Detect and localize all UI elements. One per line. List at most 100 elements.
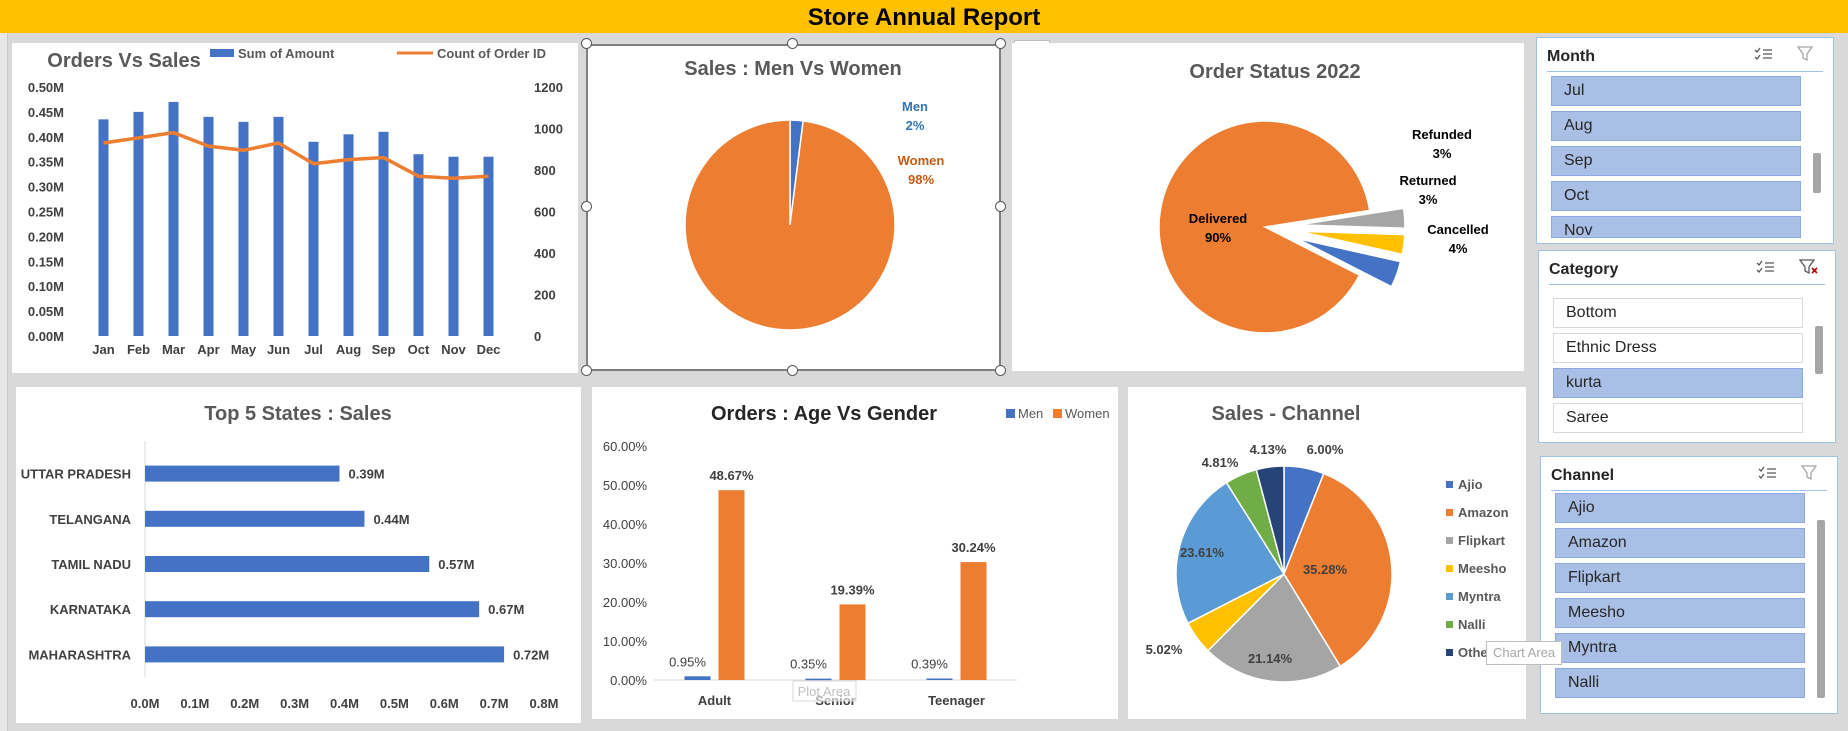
multi-select-icon[interactable] xyxy=(1755,259,1775,275)
plot-area-tooltip xyxy=(792,680,857,702)
x-tick-label: 0.4M xyxy=(330,696,359,711)
x-tick-label: 0.7M xyxy=(480,696,509,711)
resize-handle[interactable] xyxy=(995,201,1006,212)
legend-swatch xyxy=(1446,509,1453,516)
x-tick-label: Jul xyxy=(304,342,323,357)
chart-title: Order Status 2022 xyxy=(1189,61,1360,83)
resize-handle[interactable] xyxy=(787,365,798,376)
y-tick-label: 0.15M xyxy=(28,254,64,269)
clear-filter-icon[interactable] xyxy=(1801,465,1821,481)
y2-tick-label: 800 xyxy=(534,163,556,178)
legend-swatch xyxy=(1006,409,1015,418)
bar xyxy=(98,119,109,337)
data-label: 4.81% xyxy=(1202,455,1239,470)
slicer-item-sep[interactable]: Sep xyxy=(1551,146,1801,176)
order-status-chart[interactable]: Order Status 2022 Delivered 90% Refunded 3% R… xyxy=(1012,43,1524,371)
slicer-item-ajio[interactable]: Ajio xyxy=(1555,493,1805,523)
channel-slicer[interactable]: Channel Ajio Amazon Flipkart Meesho Myntra Na… xyxy=(1540,456,1838,714)
data-label: 5.02% xyxy=(1146,642,1183,657)
data-label: 0.67M xyxy=(488,602,524,617)
y-tick-label: 0.00M xyxy=(28,329,64,344)
multi-select-icon[interactable] xyxy=(1757,465,1777,481)
slicer-scrollbar[interactable] xyxy=(1817,520,1825,698)
slicer-item-saree[interactable]: Saree xyxy=(1553,403,1803,433)
month-slicer[interactable]: Month Jul Aug Sep Oct Nov xyxy=(1536,37,1834,244)
slicer-title: Category xyxy=(1549,259,1825,285)
pie-slice xyxy=(1206,572,1342,683)
y-tick-label: 0.30M xyxy=(28,180,64,195)
orders-vs-sales-chart[interactable]: Orders Vs Sales Sum of Amount Count of Ord… xyxy=(12,43,578,373)
data-label: Returned xyxy=(1399,173,1456,188)
bar xyxy=(238,121,249,336)
slicer-title: Channel xyxy=(1551,465,1827,491)
slicer-item-bottom[interactable]: Bottom xyxy=(1553,298,1803,328)
resize-handle[interactable] xyxy=(581,38,592,49)
slicer-item-amazon[interactable]: Amazon xyxy=(1555,528,1805,558)
y-tick-label: 0.10M xyxy=(28,279,64,294)
multi-select-icon[interactable] xyxy=(1753,46,1773,62)
pie-slice xyxy=(1255,465,1285,575)
legend-swatch xyxy=(210,49,234,57)
slicer-title: Month xyxy=(1547,46,1823,72)
data-label: 0.95% xyxy=(669,654,706,669)
pie-slice xyxy=(684,119,896,331)
bar xyxy=(343,134,354,336)
resize-handle[interactable] xyxy=(581,201,592,212)
slicer-item-flipkart[interactable]: Flipkart xyxy=(1555,563,1805,593)
pie-slice xyxy=(1296,237,1402,288)
x-tick-label: 0.0M xyxy=(131,696,160,711)
slicer-item-nov[interactable]: Nov xyxy=(1551,216,1801,238)
resize-handle[interactable] xyxy=(995,365,1006,376)
resize-handle[interactable] xyxy=(995,38,1006,49)
data-label: 30.24% xyxy=(951,540,996,555)
top-states-chart[interactable]: Top 5 States : Sales UTTAR PRADESH 0.39M TE… xyxy=(16,387,581,723)
legend-swatch xyxy=(1446,481,1453,488)
data-label: 0.72M xyxy=(513,647,549,662)
data-label: 98% xyxy=(908,172,934,187)
legend-label: Women xyxy=(1065,406,1110,421)
y-tick-label: 0.25M xyxy=(28,205,64,220)
slicer-item-jul[interactable]: Jul xyxy=(1551,76,1801,106)
x-tick-label: Oct xyxy=(408,342,430,357)
legend-label: Myntra xyxy=(1458,589,1501,604)
slicer-item-kurta[interactable]: kurta xyxy=(1553,368,1803,398)
slicer-item-nalli[interactable]: Nalli xyxy=(1555,668,1805,698)
x-tick-label: Mar xyxy=(162,342,185,357)
y2-tick-label: 400 xyxy=(534,246,556,261)
slicer-item-ethnic-dress[interactable]: Ethnic Dress xyxy=(1553,333,1803,363)
bar xyxy=(684,676,711,680)
legend-label: Sum of Amount xyxy=(238,46,335,61)
slicer-item-meesho[interactable]: Meesho xyxy=(1555,598,1805,628)
slicer-item-aug[interactable]: Aug xyxy=(1551,111,1801,141)
data-label: 48.67% xyxy=(709,468,754,483)
y-tick-label: 0.50M xyxy=(28,80,64,95)
age-gender-chart[interactable]: Orders : Age Vs Gender Men Women 0.00% 10.00… xyxy=(592,387,1118,719)
men-vs-women-chart[interactable]: Sales : Men Vs Women Men 2% Women 98% xyxy=(587,45,1000,370)
legend-label: Amazon xyxy=(1458,505,1509,520)
slicer-scrollbar[interactable] xyxy=(1813,153,1821,193)
y2-tick-label: 200 xyxy=(534,288,556,303)
legend-label: Count of Order ID xyxy=(437,46,546,61)
bar xyxy=(960,562,987,680)
resize-handle[interactable] xyxy=(787,38,798,49)
slicer-item-myntra[interactable]: Myntra xyxy=(1555,633,1805,663)
data-label: 2% xyxy=(906,118,925,133)
resize-handle[interactable] xyxy=(581,365,592,376)
data-label: Delivered xyxy=(1189,211,1248,226)
x-tick-label: 0.3M xyxy=(280,696,309,711)
legend-label: Meesho xyxy=(1458,561,1506,576)
chart-title: Sales : Men Vs Women xyxy=(684,58,901,80)
bar xyxy=(145,465,340,482)
clear-filter-icon[interactable] xyxy=(1797,46,1817,62)
x-tick-label: Sep xyxy=(372,342,396,357)
sales-channel-chart[interactable]: Sales - Channel 6.00% 35.28% 21.14% 5.02% 23.… xyxy=(1128,387,1526,719)
clear-filter-icon[interactable] xyxy=(1799,259,1819,275)
category-slicer[interactable]: Category Bottom Ethnic Dress kurta Saree xyxy=(1538,250,1836,443)
legend-swatch xyxy=(1446,621,1453,628)
bar xyxy=(145,646,505,663)
y-tick-label: TELANGANA xyxy=(49,512,131,527)
bar xyxy=(839,604,866,680)
slicer-scrollbar[interactable] xyxy=(1815,326,1823,374)
chart-title: Orders : Age Vs Gender xyxy=(711,403,937,425)
slicer-item-oct[interactable]: Oct xyxy=(1551,181,1801,211)
